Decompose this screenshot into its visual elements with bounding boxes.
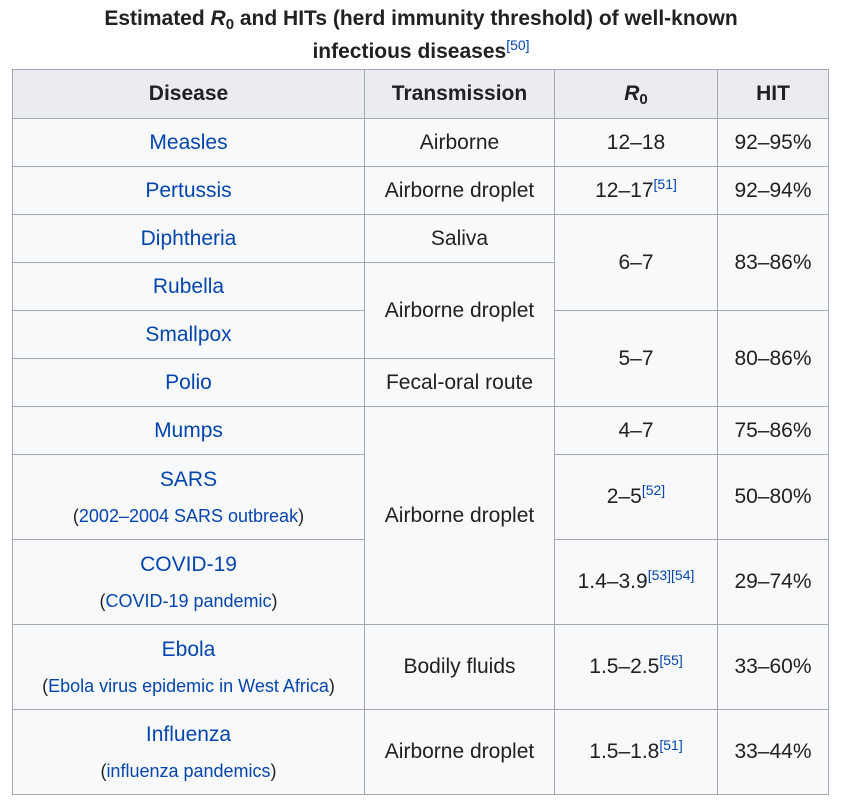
r0-cell: 4–7: [554, 406, 718, 455]
table-row: Measles Airborne 12–18 92–95%: [12, 118, 829, 167]
hit-cell: 75–86%: [717, 406, 829, 455]
r0-cell: 2–5[52]: [554, 454, 718, 540]
disease-cell: Measles: [12, 118, 365, 167]
disease-cell: Diphtheria: [12, 214, 365, 263]
transmission-cell: Saliva: [364, 214, 555, 263]
caption-prefix: Estimated: [104, 7, 211, 30]
table-row: Mumps Airborne droplet 4–7 75–86%: [12, 406, 829, 625]
outbreak-link-influenza[interactable]: influenza pandemics: [106, 760, 271, 781]
reference-link[interactable]: [51]: [659, 737, 683, 753]
transmission-cell: Airborne droplet: [364, 166, 555, 215]
hit-cell: 80–86%: [717, 310, 829, 407]
disease-cell: Influenza (influenza pandemics): [12, 709, 365, 795]
herd-immunity-table: Disease Transmission R0 HIT Measles Airb…: [12, 69, 829, 795]
outbreak-note: (2002–2004 SARS outbreak): [72, 505, 305, 526]
caption-r-symbol: R: [210, 7, 226, 30]
hit-cell: 83–86%: [717, 214, 829, 311]
table-caption: Estimated R0 and HITs (herd immunity thr…: [0, 0, 842, 68]
r0-cell: 5–7: [554, 310, 718, 407]
disease-cell: SARS (2002–2004 SARS outbreak): [12, 454, 365, 540]
disease-link-covid-19[interactable]: COVID-19: [140, 552, 237, 576]
table-row: COVID-19 (COVID-19 pandemic) 1.4–3.9[53]…: [12, 539, 829, 625]
disease-cell: COVID-19 (COVID-19 pandemic): [12, 539, 365, 625]
r0-cell: 1.4–3.9[53][54]: [554, 539, 718, 625]
outbreak-note: (Ebola virus epidemic in West Africa): [42, 675, 335, 696]
hit-cell: 33–44%: [717, 709, 829, 795]
caption-r-subscript: 0: [225, 16, 235, 33]
hit-cell: 29–74%: [717, 539, 829, 625]
disease-link-influenza[interactable]: Influenza: [145, 722, 232, 746]
disease-link-smallpox[interactable]: Smallpox: [145, 322, 232, 346]
header-transmission: Transmission: [364, 69, 555, 119]
transmission-cell: Bodily fluids: [364, 624, 555, 710]
table-row: Rubella Airborne droplet: [12, 262, 829, 359]
disease-cell: Pertussis: [12, 166, 365, 215]
r0-cell: 1.5–1.8[51]: [554, 709, 718, 795]
disease-link-mumps[interactable]: Mumps: [154, 418, 223, 442]
hit-cell: 92–95%: [717, 118, 829, 167]
transmission-cell: Airborne droplet: [364, 262, 555, 359]
hit-cell: 92–94%: [717, 166, 829, 215]
table-row: Diphtheria Saliva 6–7 83–86%: [12, 214, 829, 311]
r0-cell: 1.5–2.5[55]: [554, 624, 718, 710]
r0-cell: 6–7: [554, 214, 718, 311]
table-row: Smallpox 5–7 80–86%: [12, 310, 829, 407]
outbreak-link-sars[interactable]: 2002–2004 SARS outbreak: [78, 505, 299, 526]
reference-link[interactable]: [52]: [641, 482, 666, 498]
table-row: Polio Fecal-oral route: [12, 358, 829, 407]
outbreak-link-covid-19[interactable]: COVID-19 pandemic: [105, 590, 272, 611]
disease-link-pertussis[interactable]: Pertussis: [145, 178, 232, 202]
disease-link-diphtheria[interactable]: Diphtheria: [140, 226, 237, 250]
hit-cell: 50–80%: [717, 454, 829, 540]
disease-cell: Rubella: [12, 262, 365, 311]
disease-cell: Ebola (Ebola virus epidemic in West Afri…: [12, 624, 365, 710]
table-row: Influenza (influenza pandemics) Airborne…: [12, 709, 829, 795]
disease-link-rubella[interactable]: Rubella: [152, 274, 225, 298]
reference-link[interactable]: [53][54]: [647, 567, 695, 583]
disease-link-ebola[interactable]: Ebola: [161, 637, 216, 661]
table-row: SARS (2002–2004 SARS outbreak) 2–5[52] 5…: [12, 454, 829, 540]
disease-link-sars[interactable]: SARS: [159, 467, 218, 491]
transmission-cell: Airborne droplet: [364, 406, 555, 625]
transmission-cell: Airborne: [364, 118, 555, 167]
header-hit: HIT: [717, 69, 829, 119]
reference-link[interactable]: [51]: [653, 175, 677, 192]
reference-link[interactable]: [55]: [659, 652, 683, 668]
hit-cell: 33–60%: [717, 624, 829, 710]
disease-cell: Smallpox: [12, 310, 365, 359]
disease-cell: Mumps: [12, 406, 365, 455]
outbreak-link-ebola[interactable]: Ebola virus epidemic in West Africa: [48, 675, 329, 696]
disease-link-polio[interactable]: Polio: [165, 370, 212, 394]
outbreak-note: (COVID-19 pandemic): [99, 590, 278, 611]
table-row: Ebola (Ebola virus epidemic in West Afri…: [12, 624, 829, 710]
outbreak-note: (influenza pandemics): [100, 760, 277, 781]
disease-link-measles[interactable]: Measles: [149, 130, 228, 154]
disease-cell: Polio: [12, 358, 365, 407]
transmission-cell: Airborne droplet: [364, 709, 555, 795]
caption-reference-link[interactable]: [50]: [506, 37, 530, 53]
header-disease: Disease: [12, 69, 365, 119]
header-r0: R0: [554, 69, 718, 119]
caption-line1: and HITs (herd immunity threshold) of we…: [234, 7, 738, 30]
r0-cell: 12–17[51]: [554, 166, 718, 215]
table-row: Pertussis Airborne droplet 12–17[51] 92–…: [12, 166, 829, 215]
r0-cell: 12–18: [554, 118, 718, 167]
transmission-cell: Fecal-oral route: [364, 358, 555, 407]
caption-line2: infectious diseases: [312, 40, 507, 63]
